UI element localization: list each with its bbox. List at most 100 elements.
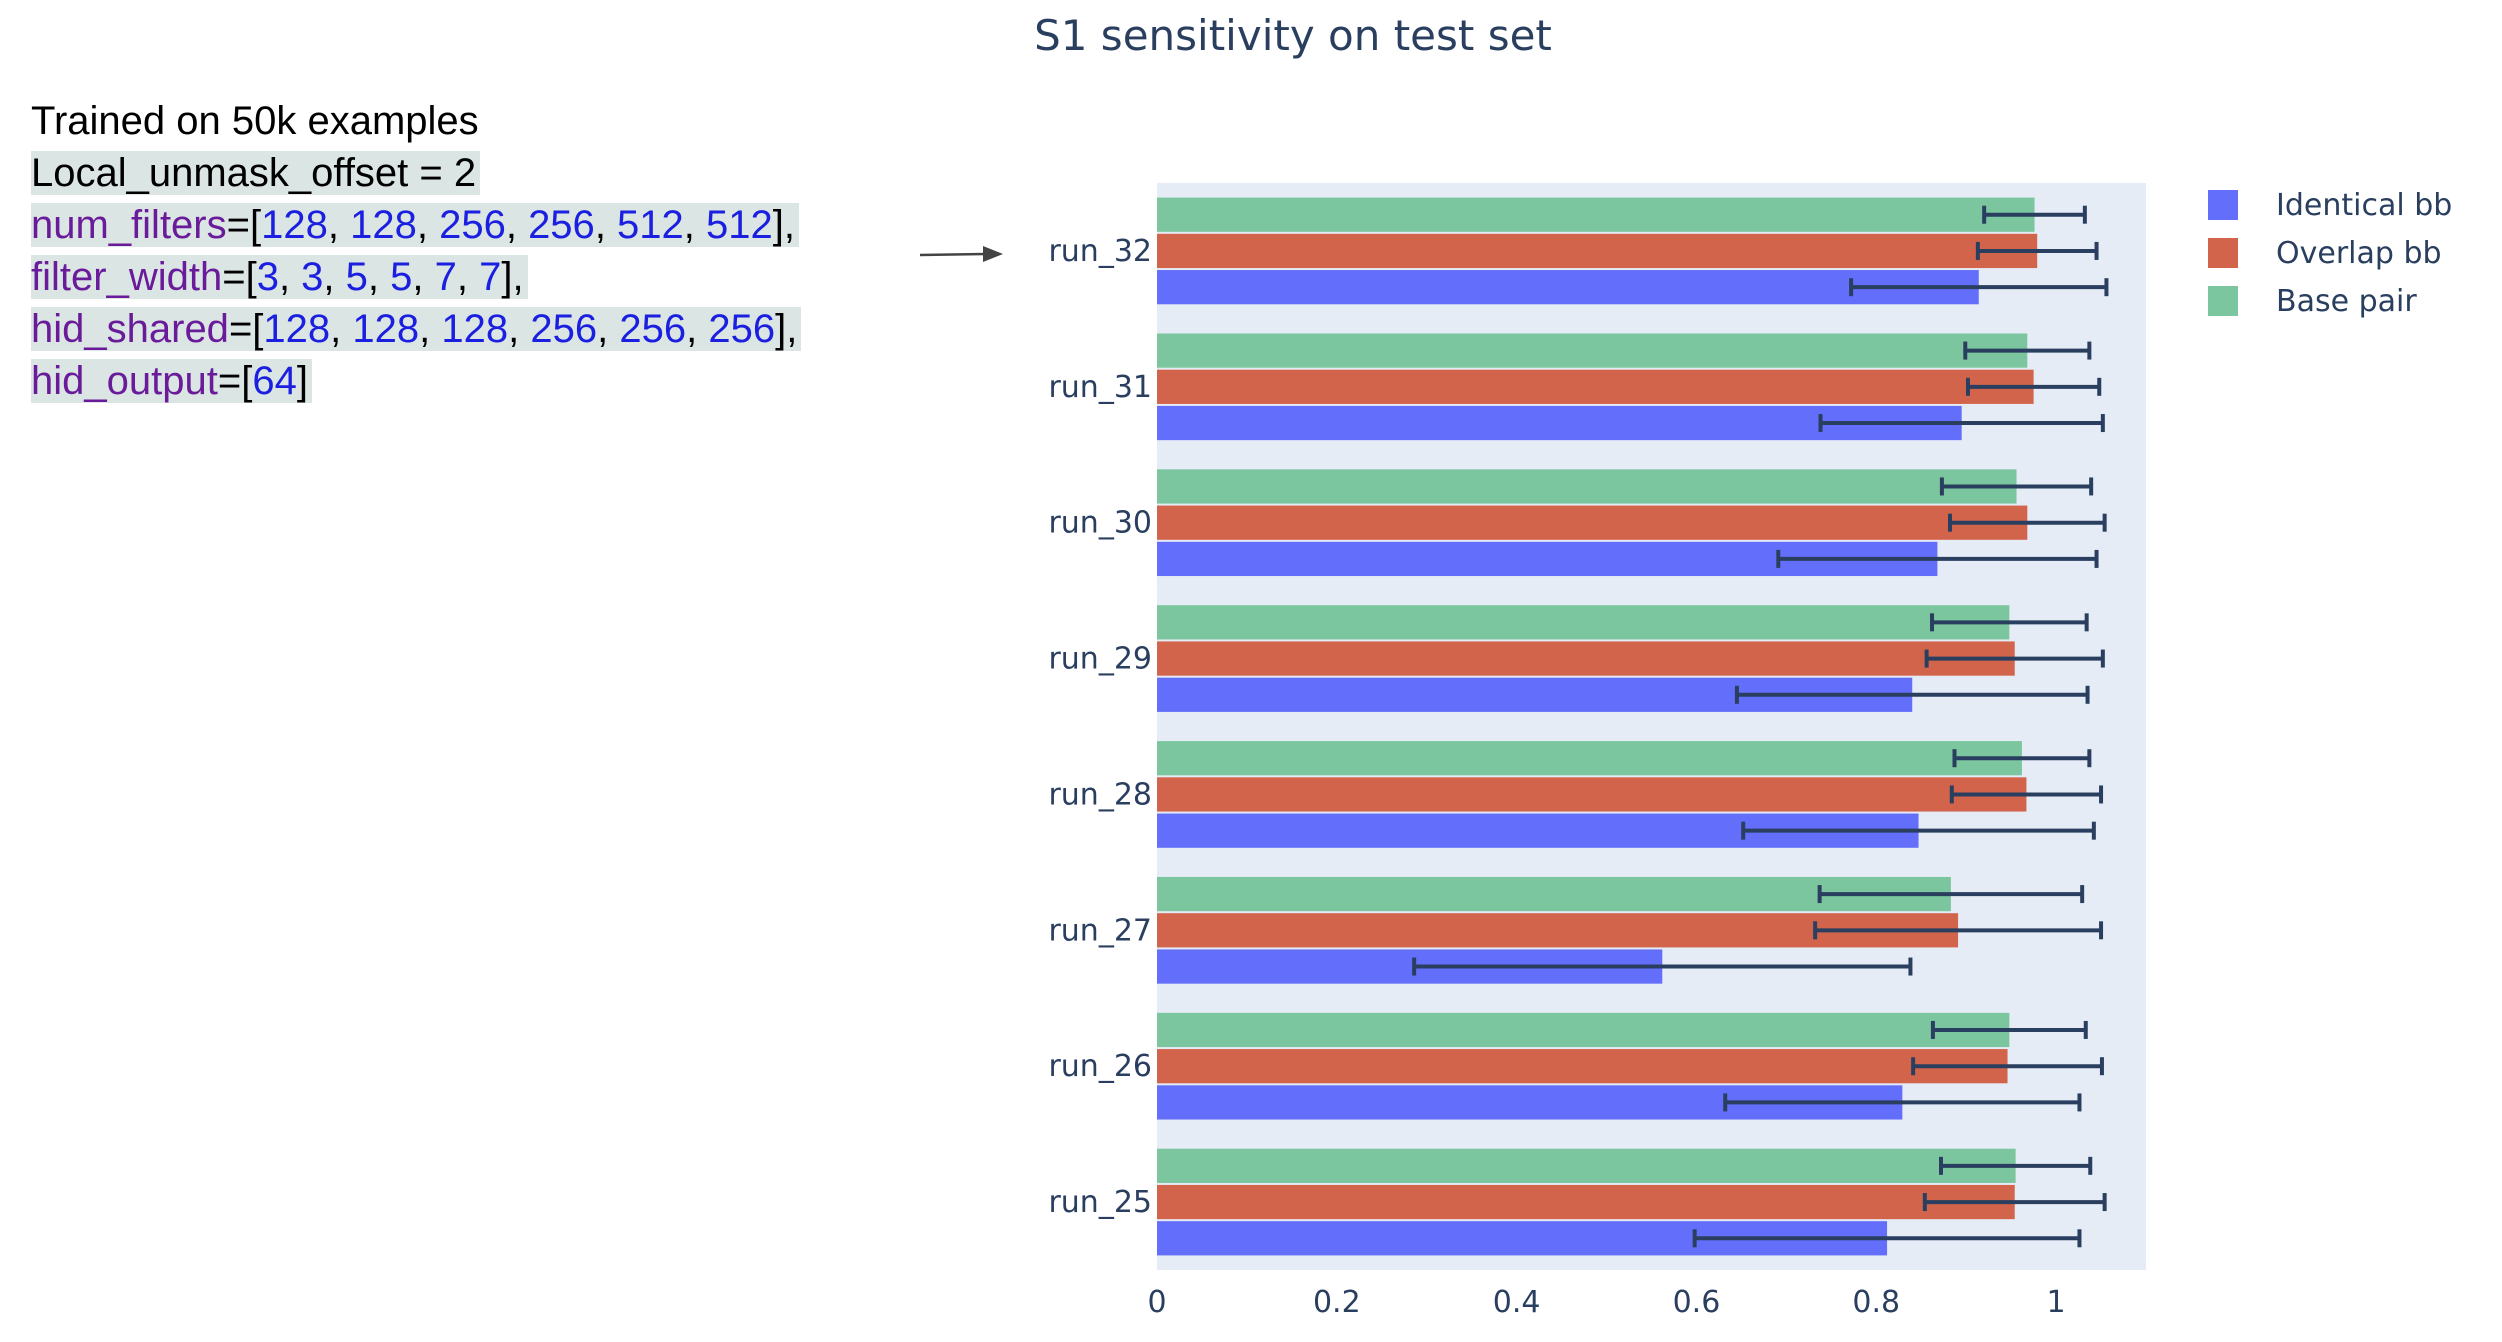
legend-swatch: [2208, 286, 2238, 316]
legend: Identical bb Overlap bb Base pair: [2208, 188, 2452, 319]
annotation-line: Trained on 50k examples: [31, 95, 801, 147]
annotation-token: ,: [327, 203, 351, 247]
annotation-token: 5: [390, 255, 413, 299]
bar-base: [1157, 1012, 2010, 1048]
category-label: run_27: [1048, 913, 1152, 948]
arrow-head-icon: [983, 246, 1003, 262]
bar-overlap: [1157, 1049, 2008, 1084]
annotation-token: ]: [296, 359, 308, 403]
annotation-token: 128: [350, 203, 417, 247]
bar-base: [1157, 197, 2035, 232]
annotation-token: 128: [441, 307, 509, 351]
annotation-token: Trained on 50k examples: [31, 99, 479, 143]
category-label: run_26: [1048, 1049, 1152, 1084]
annotation-token: ,: [323, 255, 346, 299]
bar-overlap: [1157, 369, 2034, 404]
annotation-line: filter_width=[3, 3, 5, 5, 7, 7],: [31, 251, 801, 303]
x-tick-label: 1: [2047, 1285, 2066, 1320]
x-tick-label: 0.6: [1673, 1285, 1721, 1320]
legend-label: Overlap bb: [2276, 236, 2442, 271]
bar-overlap: [1157, 1184, 2015, 1220]
x-tick-label: 0.8: [1852, 1285, 1900, 1320]
annotation-line-text: hid_output=[64]: [31, 359, 312, 403]
annotation-line-text: num_filters=[128, 128, 256, 256, 512, 51…: [31, 203, 800, 247]
annotation-token: ,: [419, 307, 442, 351]
bar-base: [1157, 1148, 2016, 1183]
category-label: run_32: [1048, 234, 1152, 269]
annotation-token: 128: [263, 307, 331, 351]
legend-label: Base pair: [2276, 284, 2417, 319]
annotation-token: 5: [345, 255, 368, 299]
annotation-token: ,: [416, 203, 440, 247]
annotation-token: 3: [301, 255, 324, 299]
annotation-token: 128: [261, 203, 328, 247]
annotation-line: num_filters=[128, 128, 256, 256, 512, 51…: [31, 199, 801, 251]
annotation-token: hid_output: [31, 359, 218, 403]
bar-overlap: [1157, 505, 2028, 540]
annotation-token: 256: [619, 307, 687, 351]
arrow-line: [919, 252, 986, 257]
annotation-token: Local_unmask_offset = 2: [31, 151, 477, 195]
x-tick-label: 0.4: [1493, 1285, 1541, 1320]
annotation-line-text: hid_shared=[128, 128, 128, 256, 256, 256…: [31, 307, 802, 351]
annotation-token: ,: [683, 203, 707, 247]
annotation-token: ,: [278, 255, 302, 299]
category-label: run_28: [1048, 777, 1152, 812]
annotation-token: ,: [508, 307, 531, 351]
annotation-token: 512: [617, 203, 684, 247]
annotation-token: 256: [528, 203, 595, 247]
bar-identical: [1157, 270, 1979, 305]
annotation-token: 7: [434, 255, 457, 299]
legend-swatch: [2208, 238, 2238, 268]
annotation-token: =[: [217, 359, 253, 403]
annotation-token: num_filters: [31, 203, 227, 247]
bar-base: [1157, 605, 2010, 640]
category-label: run_25: [1048, 1185, 1152, 1220]
annotation-token: ,: [594, 203, 618, 247]
annotation-token: =[: [222, 255, 257, 299]
annotation-line: hid_shared=[128, 128, 128, 256, 256, 256…: [31, 303, 802, 355]
annotation-token: 3: [256, 255, 279, 299]
annotation-line: Local_unmask_offset = 2: [31, 147, 801, 199]
x-tick-label: 0: [1147, 1285, 1166, 1320]
annotation-token: ,: [330, 307, 353, 351]
annotation-token: hid_shared: [31, 307, 229, 351]
annotation-token: ,: [367, 255, 391, 299]
chart-title: S1 sensitivity on test set: [1034, 11, 1552, 60]
annotation-token: filter_width: [31, 255, 223, 299]
annotation-text: Trained on 50k examples Local_unmask_offs…: [31, 95, 802, 407]
annotation-line-text: Local_unmask_offset = 2: [31, 151, 481, 195]
annotation-token: 256: [530, 307, 598, 351]
annotation-token: ],: [775, 307, 798, 351]
annotation-token: =[: [226, 203, 262, 247]
legend-label: Identical bb: [2276, 188, 2452, 223]
annotation-token: 128: [352, 307, 420, 351]
legend-swatch: [2208, 190, 2238, 220]
annotation-token: ,: [412, 255, 435, 299]
annotation-token: 512: [706, 203, 773, 247]
annotation-token: 256: [708, 307, 776, 351]
category-label: run_31: [1048, 370, 1152, 405]
annotation-token: ],: [772, 203, 796, 247]
bar-overlap: [1157, 641, 2015, 676]
category-label: run_29: [1048, 642, 1152, 677]
bar-base: [1157, 741, 2022, 776]
annotation-line: hid_output=[64]: [31, 355, 801, 407]
annotation-token: ],: [501, 255, 524, 299]
annotation-line-text: Trained on 50k examples: [31, 99, 479, 143]
annotation-token: =[: [228, 307, 264, 351]
bar-overlap: [1157, 233, 2038, 269]
bar-overlap: [1157, 777, 2027, 812]
annotation-token: ,: [456, 255, 480, 299]
annotation-token: 64: [252, 359, 297, 403]
annotation-line-text: filter_width=[3, 3, 5, 5, 7, 7],: [31, 255, 528, 299]
annotation-token: ,: [686, 307, 709, 351]
plot-area: run_25 run_26 run_27 run_28 run_29 run_30 run_…: [1048, 183, 2146, 1320]
category-label: run_30: [1048, 506, 1152, 541]
annotation-token: ,: [597, 307, 620, 351]
bar-base: [1157, 469, 2017, 504]
annotation-token: 7: [479, 255, 502, 299]
annotation-arrow: [919, 246, 1003, 262]
x-tick-label: 0.2: [1313, 1285, 1361, 1320]
